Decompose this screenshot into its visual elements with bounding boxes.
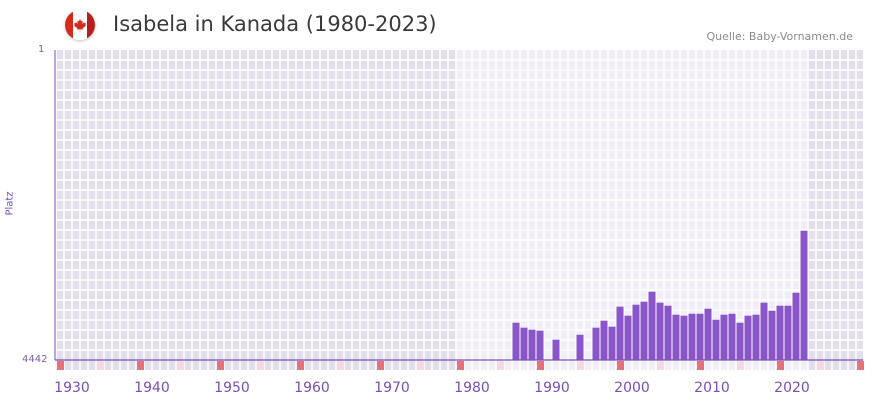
- y-tick-top: 1: [38, 44, 45, 55]
- bar-1993: [576, 334, 584, 360]
- decade-marker: [617, 361, 624, 370]
- decade-marker: [137, 361, 144, 370]
- decade-marker: [377, 361, 384, 370]
- x-tick-label: 2000: [614, 380, 650, 396]
- mid-decade-marker: [257, 361, 264, 370]
- bar-2017: [768, 310, 776, 360]
- bar-1995: [592, 327, 600, 360]
- mid-decade-marker: [577, 361, 584, 370]
- decade-marker: [57, 361, 64, 370]
- bar-1985: [512, 322, 520, 360]
- bar-1990: [552, 339, 560, 360]
- mid-decade-marker: [337, 361, 344, 370]
- bar-2020: [792, 292, 800, 360]
- mid-decade-marker: [497, 361, 504, 370]
- bar-1996: [600, 320, 608, 360]
- x-tick-label: 2020: [774, 380, 810, 396]
- x-tick-label: 1980: [454, 380, 490, 396]
- x-tick-label: 1970: [374, 380, 410, 396]
- bar-2014: [744, 315, 752, 360]
- bar-2016: [760, 302, 768, 360]
- decade-marker: [297, 361, 304, 370]
- decade-marker: [777, 361, 784, 370]
- y-tick-bottom: 4442: [22, 354, 48, 365]
- bar-2006: [680, 315, 688, 360]
- mid-decade-marker: [417, 361, 424, 370]
- x-tick-label: 1940: [134, 380, 170, 396]
- decade-marker: [457, 361, 464, 370]
- bar-2005: [672, 314, 680, 360]
- bar-2019: [784, 305, 792, 360]
- bar-1987: [528, 329, 536, 360]
- x-tick-label: 1950: [214, 380, 250, 396]
- bar-2011: [720, 314, 728, 360]
- x-tick-label: 2010: [694, 380, 730, 396]
- bar-2008: [696, 313, 704, 360]
- bar-2013: [736, 322, 744, 360]
- bar-2015: [752, 314, 760, 360]
- bar-1986: [520, 327, 528, 360]
- bar-1999: [624, 315, 632, 360]
- decade-marker: [697, 361, 704, 370]
- bar-2007: [688, 313, 696, 360]
- canada-flag-icon: [65, 10, 95, 40]
- mid-decade-marker: [817, 361, 824, 370]
- bar-2010: [712, 319, 720, 360]
- bar-2018: [776, 305, 784, 360]
- mid-decade-marker: [657, 361, 664, 370]
- decade-marker: [217, 361, 224, 370]
- bar-2002: [648, 291, 656, 360]
- bar-2021: [800, 230, 808, 360]
- source-link[interactable]: Quelle: Baby-Vornamen.de: [706, 30, 853, 43]
- x-tick-label: 1960: [294, 380, 330, 396]
- decade-marker: [537, 361, 544, 370]
- decade-marker: [857, 361, 864, 370]
- mid-decade-marker: [97, 361, 104, 370]
- bar-1988: [536, 330, 544, 360]
- x-tick-label: 1930: [54, 380, 90, 396]
- mid-decade-marker: [737, 361, 744, 370]
- bar-2012: [728, 313, 736, 360]
- bar-2004: [664, 305, 672, 360]
- bar-2000: [632, 304, 640, 360]
- bar-1998: [616, 306, 624, 360]
- bar-2001: [640, 301, 648, 360]
- page-title: Isabela in Kanada (1980-2023): [113, 12, 437, 36]
- bar-1997: [608, 326, 616, 360]
- bar-2009: [704, 308, 712, 360]
- mid-decade-marker: [177, 361, 184, 370]
- bar-2003: [656, 302, 664, 360]
- x-tick-label: 1990: [534, 380, 570, 396]
